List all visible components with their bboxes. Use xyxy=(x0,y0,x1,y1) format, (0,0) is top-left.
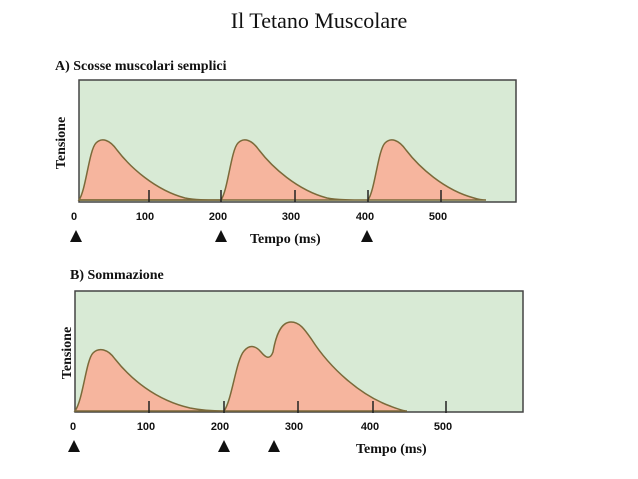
panel-b-tick-400: 400 xyxy=(361,421,379,433)
panel-b-tick-300: 300 xyxy=(285,421,303,433)
panel-a-tick-500: 500 xyxy=(429,211,447,223)
panel-b-tick-0: 0 xyxy=(70,421,76,433)
panel-a-xlabel: Tempo (ms) xyxy=(250,232,321,247)
panel-a-twitch-2 xyxy=(219,139,369,201)
panel-b-tick-200: 200 xyxy=(211,421,229,433)
panel-a-tick-400: 400 xyxy=(356,211,374,223)
panel-b-summation-curve xyxy=(222,321,408,412)
panel-b-stimulus-arrow-2 xyxy=(218,440,230,452)
panel-a-title: A) Scosse muscolari semplici xyxy=(55,59,227,74)
panel-b-stimulus-arrow-3 xyxy=(268,440,280,452)
panel-b-twitch-1 xyxy=(73,348,225,412)
panel-a-tick-200: 200 xyxy=(209,211,227,223)
panel-b-stimulus-arrow-1 xyxy=(68,440,80,452)
panel-a-stimulus-arrow-1 xyxy=(70,230,82,242)
panel-b-xlabel: Tempo (ms) xyxy=(356,442,427,457)
panel-a-tick-100: 100 xyxy=(136,211,154,223)
panel-b-tick-100: 100 xyxy=(137,421,155,433)
panel-b-title: B) Sommazione xyxy=(70,268,164,283)
panel-a-tick-marks xyxy=(148,190,442,202)
panel-a-tick-300: 300 xyxy=(282,211,300,223)
panel-a-plot-area xyxy=(78,79,517,203)
panel-a-tick-0: 0 xyxy=(71,211,77,223)
panel-a-stimulus-arrow-3 xyxy=(361,230,373,242)
panel-b-tick-marks xyxy=(148,401,447,413)
page-title: Il Tetano Muscolare xyxy=(230,8,408,33)
panel-a-stimulus-arrow-2 xyxy=(215,230,227,242)
panel-a-twitch-3 xyxy=(366,139,487,201)
panel-b-tick-500: 500 xyxy=(434,421,452,433)
